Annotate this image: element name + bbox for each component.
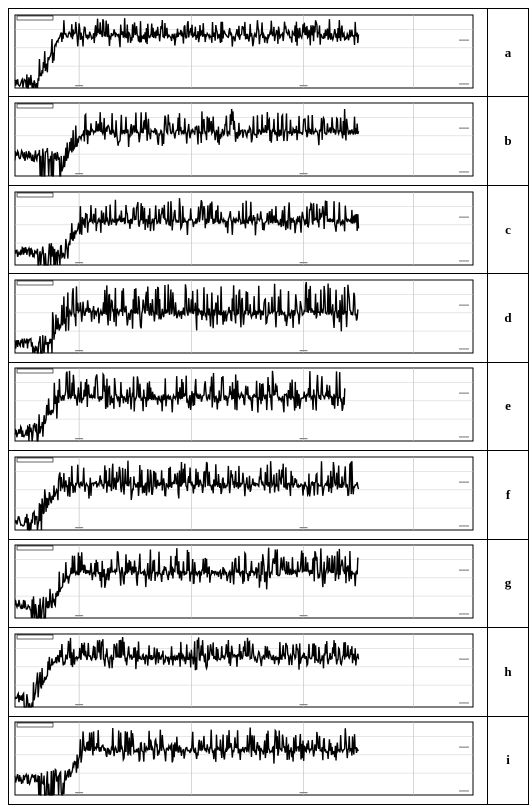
series-line bbox=[14, 460, 360, 531]
x-axis-tick bbox=[75, 350, 84, 352]
legend-box bbox=[16, 457, 54, 463]
right-axis-tick bbox=[459, 171, 469, 173]
x-axis-tick bbox=[75, 615, 84, 617]
panel-row: e bbox=[8, 361, 529, 452]
plot-panel bbox=[14, 102, 474, 177]
right-axis-tick bbox=[459, 216, 469, 218]
right-axis-tick bbox=[459, 127, 469, 129]
plot-cell bbox=[8, 361, 488, 452]
panel-row: a bbox=[8, 7, 529, 98]
x-axis-tick bbox=[299, 703, 308, 705]
x-axis-tick bbox=[75, 438, 84, 440]
panel-label: a bbox=[487, 7, 529, 98]
panel-label: d bbox=[487, 273, 529, 363]
plot-panel bbox=[14, 367, 474, 443]
legend-box bbox=[16, 722, 54, 728]
x-axis-tick bbox=[299, 526, 308, 529]
plot-panel bbox=[14, 191, 474, 266]
series-line bbox=[14, 281, 359, 354]
panel-label: e bbox=[487, 361, 529, 452]
x-axis-tick bbox=[299, 350, 308, 352]
panel-row: g bbox=[8, 538, 529, 629]
x-axis-tick bbox=[299, 792, 308, 794]
panel-row: c bbox=[8, 184, 529, 275]
x-axis-tick bbox=[299, 438, 308, 440]
panel-row: h bbox=[8, 627, 529, 717]
x-axis-tick bbox=[75, 84, 84, 86]
legend-box bbox=[16, 15, 54, 21]
series-line bbox=[14, 727, 360, 797]
legend-box bbox=[16, 192, 54, 197]
legend-box bbox=[16, 280, 54, 286]
panel-label: b bbox=[487, 96, 529, 186]
right-axis-tick bbox=[459, 348, 469, 350]
right-axis-tick bbox=[459, 436, 469, 439]
plot-cell bbox=[8, 7, 488, 98]
panel-row: d bbox=[8, 273, 529, 363]
x-axis-tick bbox=[75, 792, 84, 794]
plot-panel bbox=[14, 721, 474, 797]
plot-panel bbox=[14, 456, 474, 531]
panel-label: c bbox=[487, 184, 529, 275]
legend-box bbox=[16, 369, 54, 374]
right-axis-tick bbox=[459, 746, 469, 748]
plot-frame bbox=[14, 102, 474, 177]
panel-row: f bbox=[8, 450, 529, 540]
x-axis-tick bbox=[299, 615, 308, 617]
panel-label: h bbox=[487, 627, 529, 717]
series-line bbox=[14, 197, 360, 266]
legend-box bbox=[16, 634, 54, 640]
series-line bbox=[14, 371, 346, 443]
plot-frame bbox=[14, 191, 474, 266]
plot-cell bbox=[8, 715, 488, 805]
legend-box bbox=[16, 103, 54, 109]
x-axis-tick bbox=[299, 173, 308, 175]
right-axis-tick bbox=[459, 39, 469, 41]
legend-box bbox=[16, 546, 54, 551]
panel-label: g bbox=[487, 538, 529, 629]
plot-panel bbox=[14, 633, 474, 708]
right-axis-tick bbox=[459, 393, 469, 395]
x-axis-tick bbox=[75, 703, 84, 705]
plot-cell bbox=[8, 184, 488, 275]
series-line bbox=[14, 636, 360, 708]
right-axis-tick bbox=[459, 790, 469, 792]
right-axis-tick bbox=[459, 259, 469, 262]
plot-cell bbox=[8, 627, 488, 717]
right-axis-tick bbox=[459, 613, 469, 615]
x-axis-tick bbox=[299, 84, 308, 86]
plot-cell bbox=[8, 273, 488, 363]
right-axis-tick bbox=[459, 569, 469, 572]
right-axis-tick bbox=[459, 83, 469, 85]
series-line bbox=[14, 17, 360, 89]
series-line bbox=[14, 547, 359, 620]
plot-panel bbox=[14, 14, 474, 89]
x-axis-tick bbox=[75, 173, 84, 175]
plot-cell bbox=[8, 450, 488, 540]
right-axis-tick bbox=[459, 481, 469, 483]
x-axis-tick bbox=[75, 526, 84, 529]
right-axis-tick bbox=[459, 702, 469, 704]
x-axis-tick bbox=[75, 261, 84, 263]
panel-label: i bbox=[487, 715, 529, 805]
plot-cell bbox=[8, 538, 488, 629]
panel-row: i bbox=[8, 715, 529, 805]
plot-cell bbox=[8, 96, 488, 186]
plot-panel bbox=[14, 544, 474, 620]
right-axis-tick bbox=[459, 525, 469, 527]
right-axis-tick bbox=[459, 658, 469, 660]
panel-label: f bbox=[487, 450, 529, 540]
right-axis-tick bbox=[459, 304, 469, 306]
panel-row: b bbox=[8, 96, 529, 186]
x-axis-tick bbox=[299, 261, 308, 263]
series-line bbox=[14, 109, 360, 177]
plot-panel bbox=[14, 279, 474, 354]
